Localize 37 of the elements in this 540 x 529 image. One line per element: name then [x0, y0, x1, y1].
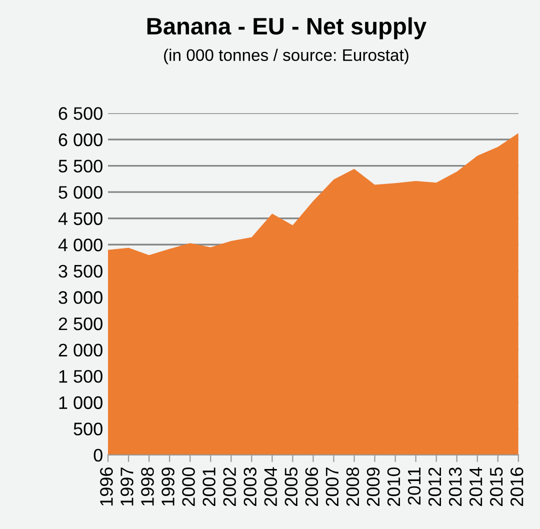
y-tick-label: 6 000 [58, 133, 102, 146]
x-tick-label: 1999 [162, 468, 174, 506]
y-tick-label: 3 000 [58, 291, 102, 304]
x-tick-label: 2006 [305, 468, 318, 506]
x-tick-label: 2003 [244, 468, 256, 506]
x-tick-label: 1998 [141, 468, 154, 506]
x-tick-label: 2009 [366, 468, 380, 506]
chart-subtitle: (in 000 tonnes / source: Eurostat) [164, 48, 408, 64]
y-tick-label: 1 000 [59, 396, 102, 410]
x-tick-label: 2000 [182, 467, 195, 506]
y-tick-label: 5 500 [58, 160, 102, 172]
y-tick-label: 5 000 [58, 186, 102, 199]
x-tick-label: 2004 [264, 467, 278, 506]
y-tick-label: 4 000 [58, 238, 102, 252]
x-tick-label: 2013 [448, 468, 462, 506]
x-tick-label: 2002 [223, 468, 236, 506]
y-tick-label: 2 000 [58, 344, 102, 357]
y-tick-label: 2 500 [58, 317, 102, 330]
y-tick-label: 0 [94, 448, 102, 462]
x-tick-label: 2015 [490, 468, 503, 506]
y-tick-label: 6 500 [58, 107, 102, 120]
x-tick-label: 2011 [408, 468, 421, 505]
x-tick-label: 2001 [202, 468, 216, 506]
y-tick-label: 500 [74, 422, 102, 436]
x-tick-label: 2005 [284, 468, 298, 506]
y-tick-label: 1 500 [59, 370, 102, 383]
x-tick-label: 2008 [346, 468, 360, 506]
x-tick-label: 2016 [510, 468, 524, 506]
x-tick-label: 2007 [326, 468, 339, 506]
y-tick-label: 3 500 [58, 264, 102, 278]
x-tick-label: 2012 [428, 468, 442, 506]
x-tick-label: 1996 [100, 468, 113, 506]
x-tick-label: 1997 [120, 468, 134, 506]
y-tick-label: 4 500 [58, 212, 102, 226]
chart-title: Banana - EU - Net supply [147, 17, 426, 40]
x-tick-label: 2014 [469, 467, 482, 506]
x-tick-label: 2010 [387, 467, 400, 506]
